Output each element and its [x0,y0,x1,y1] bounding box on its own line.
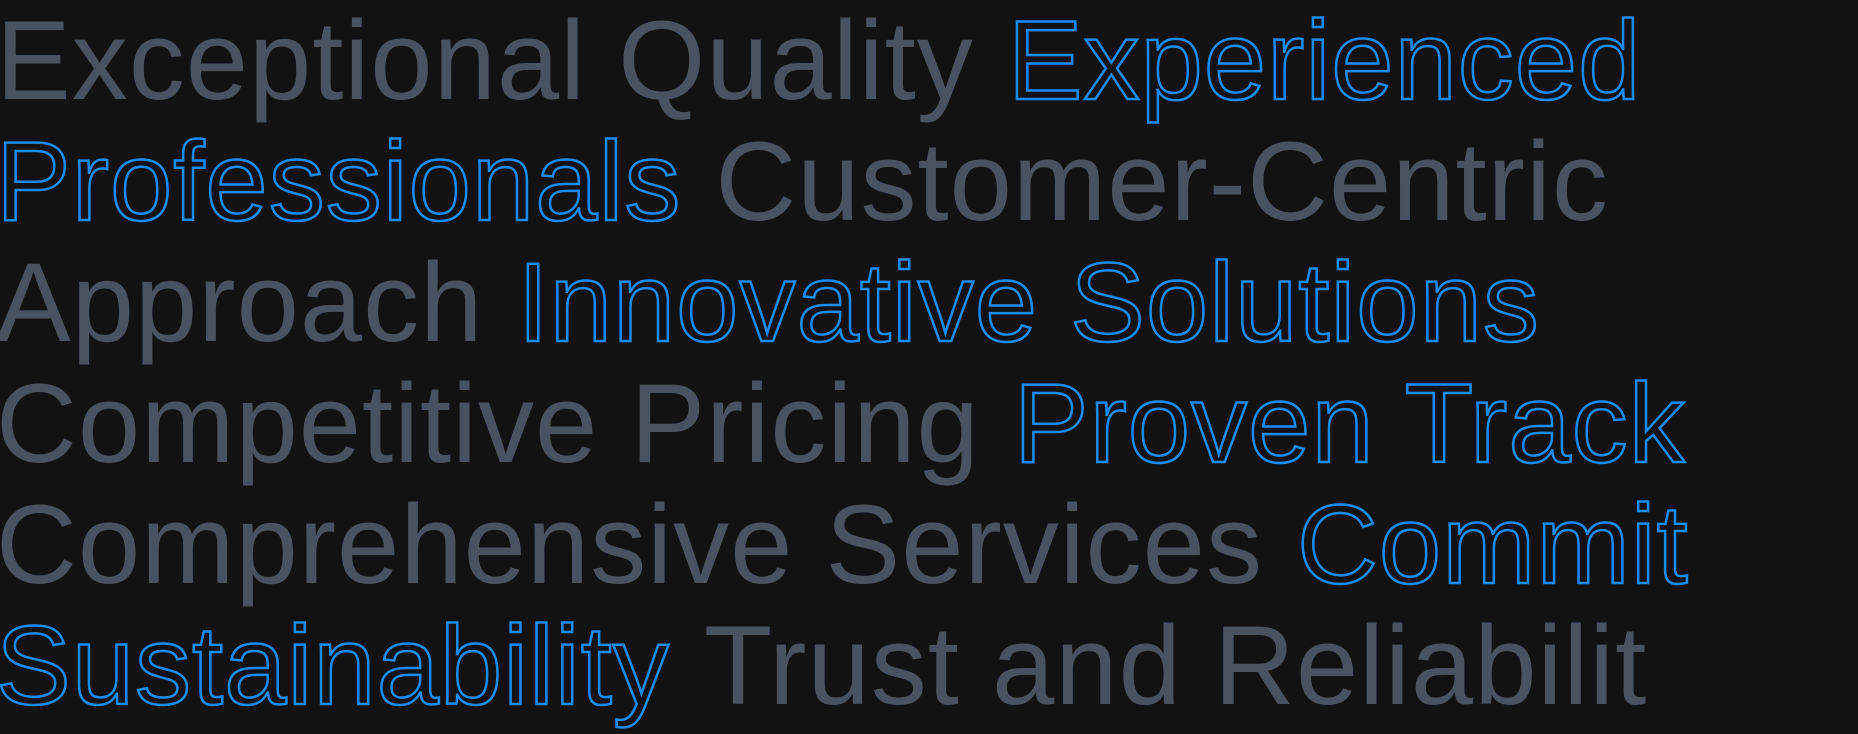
outlined-phrase: Commit [1296,482,1689,607]
filled-phrase: Approach [0,240,484,365]
outlined-phrase: Experienced [1006,0,1642,123]
text-line: Competitive Pricing Proven Track [0,361,1858,486]
filled-phrase: Customer-Centric [715,119,1609,244]
text-line: Exceptional Quality Experienced [0,0,1858,123]
outlined-phrase: Sustainability [0,603,670,728]
filled-phrase: Exceptional Quality [0,0,974,123]
filled-phrase: Trust and Reliabilit [703,603,1648,728]
filled-phrase: Competitive Pricing [0,361,980,486]
outlined-phrase: Innovative Solutions [516,240,1540,365]
text-line: Sustainability Trust and Reliabilit [0,603,1858,728]
text-line: Comprehensive Services Commit [0,482,1858,607]
outlined-phrase: Professionals [0,119,682,244]
text-line: Approach Innovative Solutions [0,240,1858,365]
outlined-phrase: Proven Track [1013,361,1686,486]
text-line: Professionals Customer-Centric [0,119,1858,244]
filled-phrase: Comprehensive Services [0,482,1263,607]
